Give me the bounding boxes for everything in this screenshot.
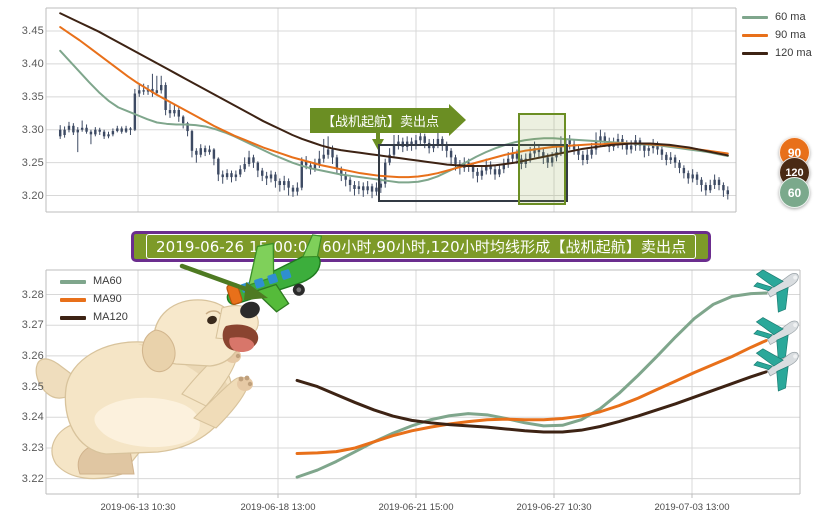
toy-plane-icon: [226, 234, 323, 313]
bottom-chart-ytick: 3.24: [21, 411, 44, 424]
legend-swatch-ma120: [60, 315, 86, 320]
series-line-MA60: [295, 291, 768, 479]
top-chart-panel: 60 ma 90 ma 120 ma 【战机起航】卖出点 90 120 60 3…: [0, 0, 822, 225]
bottom-chart-legend: MA60 MA90 MA120: [60, 274, 128, 328]
top-chart-ytick: 3.30: [21, 123, 44, 136]
top-chart-ytick: 3.20: [21, 189, 44, 202]
signal-banner: 2019-06-26 15:00:00 60小时,90小时,120小时均线形成【…: [131, 231, 712, 262]
top-chart-ytick: 3.45: [21, 25, 44, 38]
series-line-MA120: [295, 370, 768, 434]
legend-swatch-120ma: [742, 52, 768, 55]
plane-icon: [753, 348, 799, 392]
top-chart-ytick: 3.40: [21, 57, 44, 70]
bottom-chart-panel: MA60 MA90 MA120 3.22 3.23 3.24 3.25 3.26 3.27…: [0, 234, 822, 520]
bottom-chart-ytick: 3.25: [21, 380, 44, 393]
sell-signal-callout-label: 【战机起航】卖出点: [322, 115, 440, 130]
green-down-right-arrow-icon: [179, 263, 268, 300]
price-range-box: [378, 144, 568, 202]
bottom-chart-ytick: 3.23: [21, 441, 44, 454]
legend-item-ma60[interactable]: MA60: [60, 274, 128, 289]
bottom-chart-xtick: 2019-06-18 13:00: [240, 502, 316, 513]
legend-label-ma120: MA120: [93, 311, 128, 323]
legend-swatch-90ma: [742, 34, 768, 37]
bottom-chart-xtick: 2019-06-21 15:00: [378, 502, 454, 513]
sell-signal-callout: 【战机起航】卖出点: [310, 104, 467, 136]
bottom-chart-canvas: [35, 234, 801, 498]
series-line-MA90: [295, 339, 768, 455]
signal-highlight-box: [518, 113, 566, 205]
bottom-chart-xtick: 2019-06-27 10:30: [516, 502, 592, 513]
legend-label-60ma: 60 ma: [775, 11, 806, 23]
bottom-chart-ytick: 3.28: [21, 288, 44, 301]
callout-stem-bar: [376, 133, 380, 140]
plane-icon: [753, 317, 799, 361]
bottom-chart-ytick: 3.22: [21, 472, 44, 485]
legend-swatch-ma90: [60, 297, 86, 302]
bottom-chart-xtick: 2019-06-13 10:30: [100, 502, 176, 513]
legend-label-ma90: MA90: [93, 293, 122, 305]
ma-badge-60[interactable]: 60: [779, 177, 810, 208]
legend-label-ma60: MA60: [93, 275, 122, 287]
legend-swatch-60ma: [742, 16, 768, 19]
dog-catching-plane-illustration: [35, 299, 260, 480]
top-chart-ytick: 3.25: [21, 156, 44, 169]
top-chart-ytick: 3.35: [21, 90, 44, 103]
legend-label-90ma: 90 ma: [775, 29, 806, 41]
bottom-chart-ytick: 3.26: [21, 349, 44, 362]
plane-icon: [753, 269, 799, 313]
legend-label-120ma: 120 ma: [775, 47, 812, 59]
legend-item-60ma[interactable]: 60 ma: [742, 10, 812, 25]
legend-item-ma120[interactable]: MA120: [60, 310, 128, 325]
legend-item-ma90[interactable]: MA90: [60, 292, 128, 307]
legend-swatch-ma60: [60, 279, 86, 284]
top-chart-legend: 60 ma 90 ma 120 ma: [742, 10, 812, 64]
ma-badge-90-label: 90: [787, 145, 802, 160]
top-chart-canvas: [45, 7, 737, 213]
bottom-chart-ytick: 3.27: [21, 319, 44, 332]
ma-badge-60-label: 60: [787, 185, 802, 200]
legend-item-90ma[interactable]: 90 ma: [742, 28, 812, 43]
legend-item-120ma[interactable]: 120 ma: [742, 46, 812, 61]
bottom-chart-xtick: 2019-07-03 13:00: [654, 502, 730, 513]
signal-banner-text: 2019-06-26 15:00:00 60小时,90小时,120小时均线形成【…: [146, 234, 697, 259]
ma-badge-120-label: 120: [785, 166, 804, 179]
